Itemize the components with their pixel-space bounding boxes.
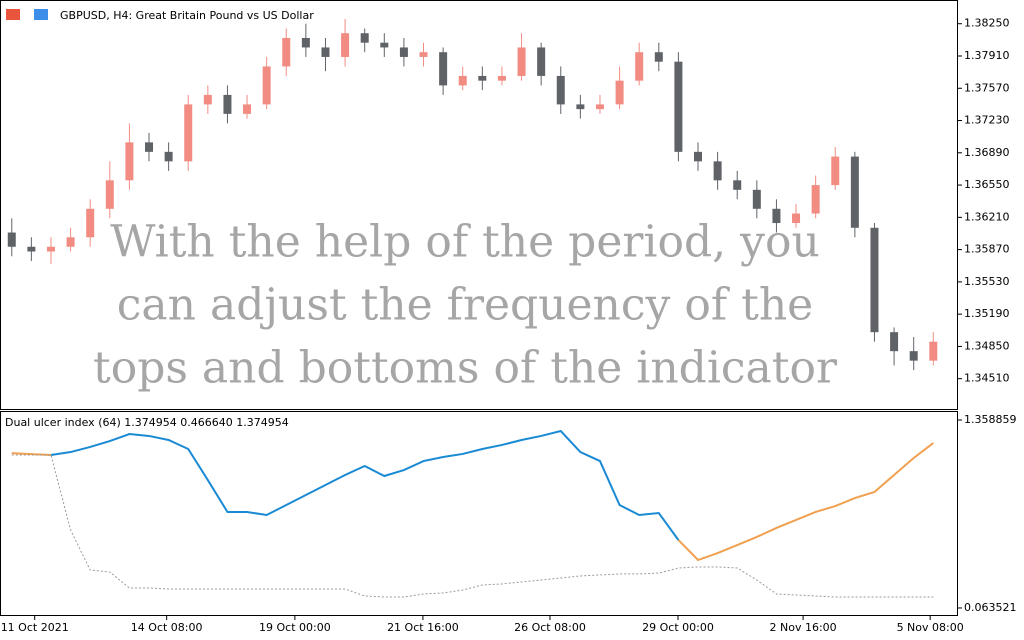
candle-body: [831, 156, 840, 186]
candle-body: [7, 232, 16, 247]
indicator-line: [11, 454, 934, 598]
candle-body: [223, 94, 232, 114]
main-frame: [0, 0, 958, 410]
y-tick-label: 1.35870: [964, 243, 1010, 256]
candle-body: [164, 151, 173, 162]
overlay-text: can adjust the frequency of the: [117, 280, 813, 331]
candle-body: [792, 213, 801, 224]
indicator-frame: [0, 411, 958, 616]
symbol-icon: [6, 9, 20, 20]
y-tick-label: 1.34850: [964, 339, 1010, 352]
y-tick-label: 1.34510: [964, 372, 1010, 385]
candle-body: [733, 180, 742, 190]
candle-body: [66, 237, 75, 247]
candle-body: [262, 66, 271, 105]
candle-body: [301, 37, 310, 48]
x-tick-label: 14 Oct 08:00: [131, 621, 203, 634]
candle-body: [772, 208, 781, 224]
candle-body: [811, 185, 820, 214]
candle-body: [341, 33, 350, 57]
x-tick-label: 5 Nov 08:00: [897, 621, 964, 634]
candle-body: [399, 47, 408, 57]
candle-body: [890, 332, 899, 352]
x-tick-label: 26 Oct 08:00: [514, 621, 586, 634]
overlay-text: tops and bottoms of the indicator: [93, 343, 838, 394]
candle-body: [478, 75, 487, 81]
indicator-title: Dual ulcer index (64) 1.374954 0.466640 …: [5, 416, 289, 429]
candle-body: [145, 142, 154, 152]
indicator-line: [11, 442, 934, 562]
candle-body: [674, 61, 683, 152]
chart-header: GBPUSD, H4: Great Britain Pound vs US Do…: [60, 9, 314, 22]
candle-body: [713, 161, 722, 181]
candle-body: [870, 227, 879, 333]
x-tick-label: 21 Oct 16:00: [387, 621, 459, 634]
candle-body: [27, 246, 36, 252]
y-tick-label: 0.063521: [964, 601, 1017, 614]
candle-body: [458, 75, 467, 86]
candle-body: [909, 351, 918, 361]
candle-body: [537, 47, 546, 76]
candle-body: [243, 104, 252, 114]
candle-body: [321, 47, 330, 57]
y-tick-label: 1.358859: [964, 413, 1017, 426]
candle-body: [360, 33, 369, 43]
candle-body: [46, 246, 55, 252]
candle-body: [850, 156, 859, 228]
y-tick-label: 1.36210: [964, 210, 1010, 223]
candle-body: [654, 52, 663, 62]
y-tick-label: 1.37910: [964, 49, 1010, 62]
candle-body: [125, 142, 134, 181]
candle-body: [694, 151, 703, 162]
y-tick-label: 1.38250: [964, 17, 1010, 30]
candle-body: [615, 80, 624, 105]
candle-body: [86, 208, 95, 238]
candle-body: [752, 189, 761, 209]
overlay-text: With the help of the period, you: [110, 217, 820, 268]
candle-body: [380, 42, 389, 48]
candle-body: [184, 104, 193, 162]
x-tick-label: 11 Oct 2021: [1, 621, 69, 634]
candle-body: [203, 94, 212, 105]
candle-body: [635, 52, 644, 81]
period-icon: [34, 9, 48, 20]
x-tick-label: 2 Nov 16:00: [770, 621, 837, 634]
candle-body: [929, 341, 938, 361]
y-tick-label: 1.36550: [964, 178, 1010, 191]
y-tick-label: 1.37230: [964, 114, 1010, 127]
candle-body: [517, 47, 526, 76]
x-tick-label: 19 Oct 00:00: [259, 621, 331, 634]
candle-body: [439, 52, 448, 86]
y-tick-label: 1.35530: [964, 275, 1010, 288]
candle-body: [595, 104, 604, 110]
candle-body: [556, 75, 565, 105]
candle-body: [282, 37, 291, 67]
candle-body: [105, 180, 114, 209]
y-tick-label: 1.36890: [964, 146, 1010, 159]
y-tick-label: 1.37570: [964, 81, 1010, 94]
x-tick-label: 29 Oct 00:00: [642, 621, 714, 634]
candle-body: [419, 52, 428, 57]
y-tick-label: 1.35190: [964, 307, 1010, 320]
candle-body: [576, 104, 585, 110]
candle-body: [497, 75, 506, 81]
indicator-line: [50, 429, 680, 541]
